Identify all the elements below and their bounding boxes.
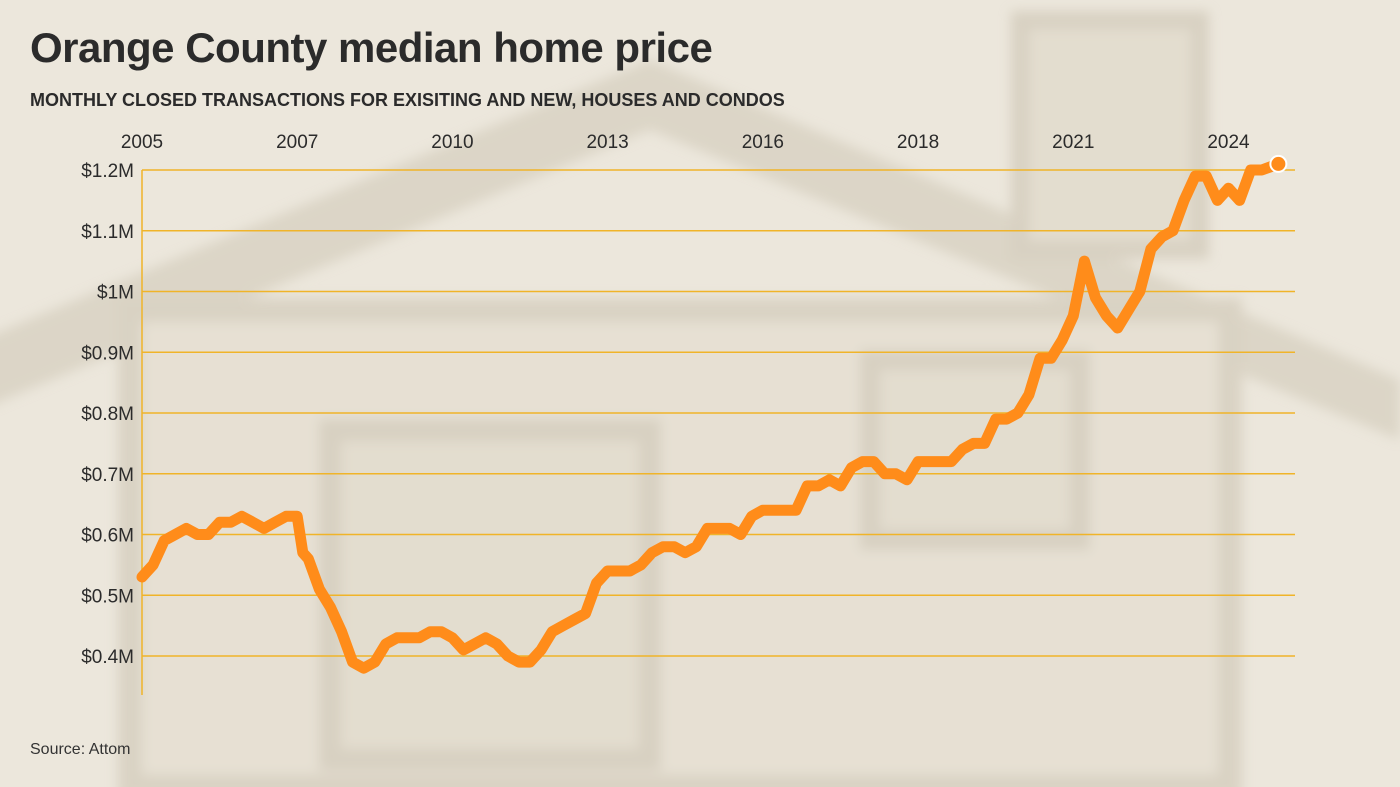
- x-tick-label: 2024: [1207, 132, 1250, 153]
- x-tick-label: 2007: [276, 132, 318, 153]
- x-axis: 2005 2007 2010 2013 2016 2018 2021 2024: [121, 132, 1250, 153]
- y-tick-label: $1M: [97, 283, 134, 304]
- chart-title: Orange County median home price: [30, 24, 713, 71]
- y-tick-label: $0.9M: [81, 343, 134, 364]
- chart-subtitle: MONTHLY CLOSED TRANSACTIONS FOR EXISITIN…: [30, 90, 785, 110]
- y-tick-label: $0.5M: [81, 586, 134, 607]
- series-line: [136, 158, 1284, 674]
- y-tick-label: $0.6M: [81, 526, 134, 547]
- y-tick-label: $0.8M: [81, 404, 134, 425]
- x-tick-label: 2005: [121, 132, 163, 153]
- y-tick-label: $0.7M: [81, 465, 134, 486]
- x-tick-label: 2010: [431, 132, 473, 153]
- y-tick-label: $1.2M: [81, 161, 134, 182]
- series-layer: [136, 154, 1288, 674]
- end-point-marker: [1269, 154, 1288, 173]
- source-note: Source: Attom: [30, 741, 131, 758]
- y-tick-label: $1.1M: [81, 222, 134, 243]
- x-tick-label: 2016: [742, 132, 784, 153]
- gridlines: [141, 169, 1295, 695]
- y-axis: $1.2M $1.1M $1M $0.9M $0.8M $0.7M $0.6M $0.5M $0…: [81, 161, 134, 668]
- x-tick-label: 2013: [586, 132, 628, 153]
- x-tick-label: 2018: [897, 132, 939, 153]
- y-tick-label: $0.4M: [81, 647, 134, 668]
- x-tick-label: 2021: [1052, 132, 1094, 153]
